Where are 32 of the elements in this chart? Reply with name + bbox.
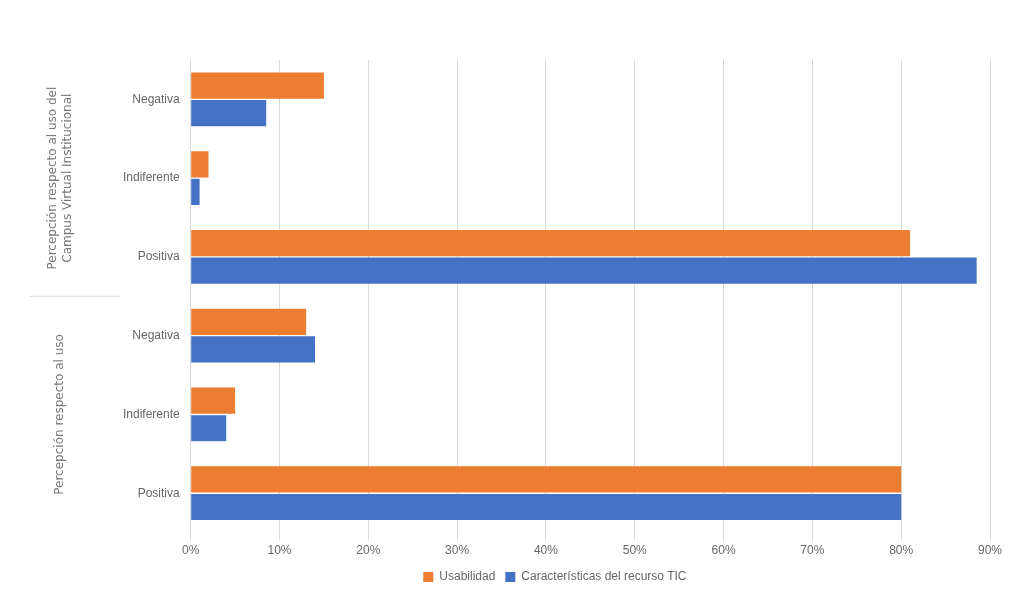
- x-tick-label: 10%: [267, 543, 292, 558]
- bar: [191, 308, 307, 335]
- bar: [191, 178, 200, 206]
- bar: [191, 230, 911, 257]
- y-tick-label: Indiferente: [122, 406, 181, 421]
- x-tick-label: 80%: [889, 543, 914, 558]
- bar: [191, 336, 316, 363]
- x-tick-label: 20%: [356, 543, 381, 558]
- bar: [191, 466, 902, 493]
- y-tick-label: Negativa: [132, 91, 181, 106]
- bar: [191, 415, 227, 442]
- text: Percepción respecto al uso: [52, 334, 67, 495]
- y-tick-label: Positiva: [137, 249, 181, 264]
- bar: [191, 257, 977, 284]
- x-tick-label: 70%: [800, 543, 825, 558]
- x-tick-label: 90%: [977, 543, 1003, 558]
- bar: [191, 151, 209, 178]
- bar: [191, 100, 267, 127]
- y-tick-label: Indiferente: [122, 170, 181, 185]
- bar: [191, 387, 236, 414]
- x-tick-label: 40%: [533, 543, 559, 558]
- bar: [191, 72, 324, 99]
- y-tick-label: Positiva: [137, 485, 181, 500]
- bar: [191, 493, 902, 521]
- x-tick-label: 50%: [622, 543, 648, 558]
- x-tick-label: 30%: [445, 543, 470, 558]
- x-tick-label: 60%: [711, 543, 736, 558]
- legend-label: Características del recurso TIC: [521, 569, 687, 584]
- y-tick-label: Negativa: [132, 328, 181, 342]
- x-tick-label: 0%: [182, 543, 200, 558]
- text: Percepción respecto al uso del Campus Virtual Institucional: [44, 86, 74, 270]
- legend-label: Usabilidad: [439, 569, 496, 584]
